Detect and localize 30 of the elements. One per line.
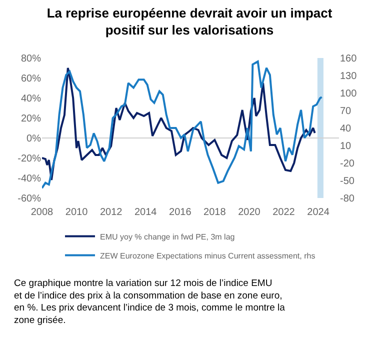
chart-title: La reprise européenne devrait avoir un impact positif sur les valorisations [46,5,333,38]
y-tick-label: 0% [26,134,42,144]
text: Ce graphique montre la variation sur 12 mois de l’indice EMU et de l’indice des prix à la consommation de base en zone euro, en %. Les prix devancent l’indice de 3 mois, comme le montre la zone grisée. [14,278,286,326]
x-tick-label: 2014 [134,207,158,218]
x-tick-label: 2016 [169,207,192,218]
x-tick-label: 2010 [65,207,88,218]
y2-tick-label: 160 [340,54,358,64]
y2-tick-label: 70 [340,106,352,117]
y2-tick-label: 40 [340,124,352,134]
y-tick-label: -40% [18,174,42,184]
x-tick-label: 2012 [100,207,123,218]
x-tick-label: 2020 [238,207,261,218]
y2-tick-label: 10 [340,141,352,152]
y-tick-label: 40% [20,94,42,104]
y2-tick-label: 100 [340,88,358,100]
legend-label: ZEW Eurozone Expectations minus Current assessment, rhs [100,251,316,260]
y-tick-label: -20% [18,154,42,164]
y-tick-label: 20% [20,114,42,124]
y-tick-label: 60% [20,74,42,84]
x-tick-label: 2018 [204,207,226,218]
y2-tick-label: -50 [340,176,355,187]
y2-tick-label: -80 [340,194,355,204]
legend-label: EMU yoy % change in fwd PE, 3m lag [100,232,235,242]
y2-tick-label: -20 [340,158,355,170]
x-tick-label: 2008 [30,207,54,218]
y2-tick-label: 130 [340,71,358,82]
x-tick-label: 2024 [307,207,330,218]
y-tick-label: 80% [20,54,42,64]
x-tick-label: 2022 [272,207,296,218]
y-tick-label: -60% [18,194,42,204]
